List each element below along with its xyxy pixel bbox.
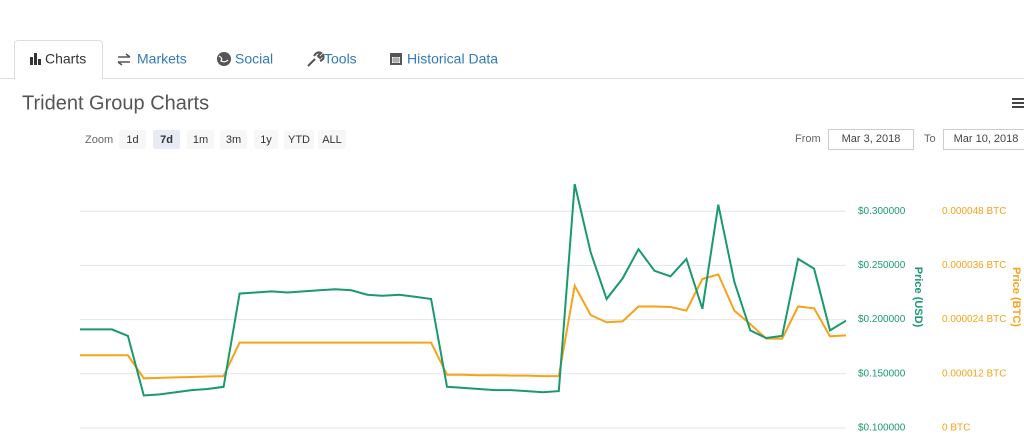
y-tick-label: $0.150000 — [858, 368, 906, 379]
y2-tick-label: 0.000036 BTC — [942, 260, 1007, 271]
zoom-button[interactable] — [254, 130, 278, 149]
to-input[interactable] — [943, 129, 1024, 150]
zoom-button[interactable] — [119, 130, 146, 149]
zoom-button-label: 1d — [126, 134, 138, 146]
zoom-button[interactable] — [153, 130, 180, 149]
page-title: Trident Group Charts — [22, 92, 209, 114]
to-label: To — [924, 133, 936, 145]
y-tick-label: $0.100000 — [858, 423, 906, 434]
from-label: From — [795, 133, 821, 145]
y2-tick-label: 0.000048 BTC — [942, 206, 1007, 217]
y2-tick-label: 0.000012 BTC — [942, 368, 1007, 379]
tab-icons — [30, 51, 402, 67]
y2-tick-label: 0 BTC — [942, 423, 970, 434]
chart: $0.100000 $0.150000 $0.200000 $0.250000 $0.3… — [80, 183, 1022, 434]
to-date: Mar 10, 2018 — [954, 133, 1019, 145]
y-axis-title: Price (USD) — [912, 267, 924, 328]
y-tick-label: $0.250000 — [858, 260, 906, 271]
from-date: Mar 3, 2018 — [842, 133, 901, 145]
zoom-button-label: 1m — [193, 134, 208, 146]
y-tick-label: $0.200000 — [858, 314, 906, 325]
y2-axis-title: Price (BTC) — [1010, 267, 1022, 327]
zoom-label: Zoom — [85, 134, 113, 146]
zoom-button[interactable] — [220, 130, 247, 149]
zoom-button-label: YTD — [288, 134, 310, 146]
tab[interactable]: Historical Data — [407, 51, 498, 67]
price-line — [80, 183, 847, 397]
tab[interactable]: Charts — [45, 51, 86, 67]
y2-tick-label: 0.000024 BTC — [942, 314, 1007, 325]
zoom-button-label: ALL — [322, 134, 342, 146]
zoom-button[interactable] — [284, 130, 314, 149]
menu-icon[interactable] — [1012, 98, 1024, 108]
tab[interactable]: Markets — [137, 51, 187, 67]
price-line — [80, 273, 847, 380]
zoom-button-label: 1y — [260, 134, 272, 146]
zoom-button[interactable] — [318, 130, 346, 149]
active-tab[interactable] — [14, 40, 103, 79]
zoom-button-label: 7d — [160, 134, 173, 146]
tab[interactable]: Social — [235, 51, 273, 67]
tab[interactable]: Tools — [324, 51, 357, 67]
zoom-button-label: 3m — [226, 134, 241, 146]
y-tick-label: $0.300000 — [858, 206, 906, 217]
from-input[interactable] — [828, 129, 914, 150]
zoom-button[interactable] — [187, 130, 214, 149]
